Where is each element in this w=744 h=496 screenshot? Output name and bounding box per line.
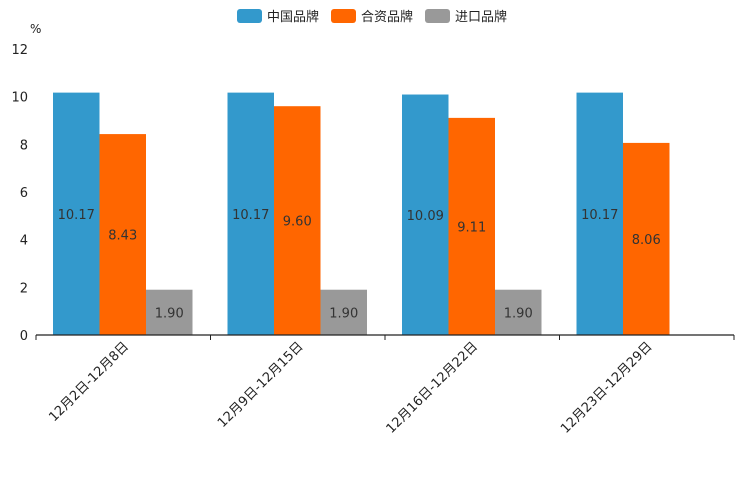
- data-label: 1.90: [504, 306, 533, 321]
- y-tick-label: 4: [20, 234, 28, 249]
- x-tick-label: 12月16日-12月22日: [384, 339, 481, 436]
- y-tick-label: 0: [20, 329, 28, 344]
- data-label: 8.06: [632, 233, 661, 248]
- bar-0-2: [402, 94, 449, 335]
- bar-1-0: [99, 134, 146, 335]
- data-label: 10.17: [581, 208, 618, 223]
- legend-item-china-brand[interactable]: 中国品牌: [236, 6, 319, 25]
- bar-1-3: [623, 142, 670, 335]
- legend: 中国品牌 合资品牌 进口品牌: [0, 6, 744, 25]
- y-tick-label: 12: [11, 43, 28, 58]
- y-tick-label: 2: [20, 281, 28, 296]
- data-label: 8.43: [108, 229, 137, 244]
- y-axis-unit: %: [30, 22, 42, 36]
- legend-item-import-brand[interactable]: 进口品牌: [425, 6, 507, 25]
- y-tick-label: 10: [11, 91, 28, 106]
- data-label: 9.60: [283, 215, 312, 230]
- bar-0-3: [576, 92, 623, 336]
- bar-1-2: [448, 117, 495, 336]
- data-label: 1.90: [155, 306, 184, 321]
- bar-0-0: [53, 92, 100, 336]
- data-label: 10.17: [58, 208, 95, 223]
- y-tick-label: 8: [20, 138, 28, 153]
- legend-swatch-import-brand: [425, 8, 450, 23]
- bar-2-0: [146, 289, 193, 335]
- x-tick-label: 12月2日-12月8日: [46, 339, 132, 425]
- bar-2-2: [495, 289, 542, 335]
- y-tick-label: 6: [20, 186, 28, 201]
- legend-label-china-brand: 中国品牌: [266, 10, 319, 25]
- legend-swatch-china-brand: [236, 8, 262, 23]
- bar-2-1: [320, 289, 367, 335]
- bar-1-1: [274, 106, 321, 335]
- x-tick-label: 12月23日-12月29日: [558, 339, 655, 436]
- data-label: 10.17: [232, 208, 269, 223]
- data-label: 9.11: [457, 220, 486, 235]
- legend-item-joint-venture-brand[interactable]: 合资品牌: [330, 6, 413, 25]
- data-label: 1.90: [329, 306, 358, 321]
- legend-label-import-brand: 进口品牌: [455, 10, 508, 25]
- data-label: 10.09: [407, 209, 444, 224]
- legend-swatch-joint-venture-brand: [330, 8, 356, 23]
- x-tick-label: 12月9日-12月15日: [215, 339, 307, 431]
- bar-0-1: [227, 92, 274, 336]
- legend-label-joint-venture-brand: 合资品牌: [360, 10, 413, 25]
